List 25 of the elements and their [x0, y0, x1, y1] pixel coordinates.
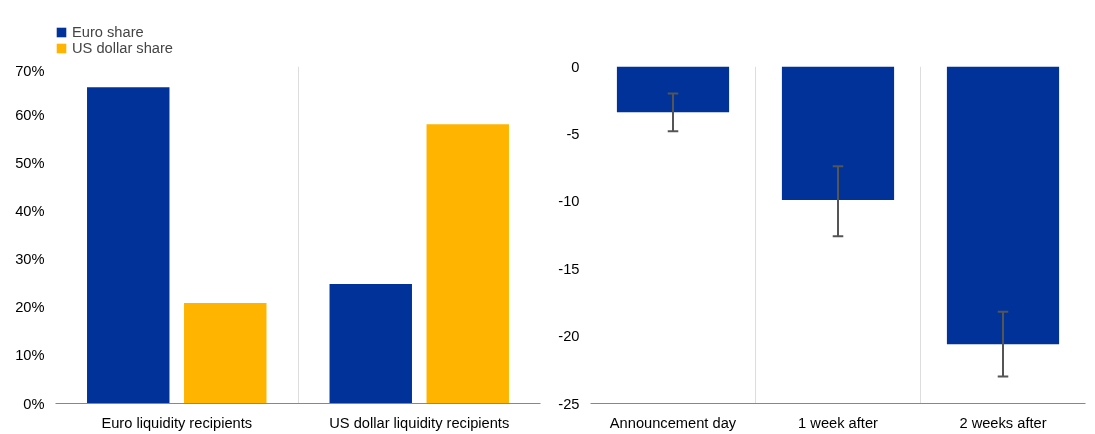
x-tick-label: 2 weeks after — [959, 414, 1047, 431]
y-tick-label: -10 — [558, 193, 580, 210]
y-tick-label: -15 — [558, 260, 580, 277]
x-tick-label: 1 week after — [798, 414, 879, 431]
y-tick-label: -5 — [566, 125, 580, 142]
y-tick-label: 50% — [15, 154, 45, 171]
bar — [87, 87, 170, 404]
y-tick-label: -20 — [558, 328, 580, 345]
y-tick-label: 0% — [23, 395, 45, 412]
y-tick-label: 10% — [15, 347, 45, 364]
x-tick-label: Announcement day — [609, 414, 737, 431]
bar — [426, 124, 509, 404]
y-tick-label: 40% — [15, 202, 45, 219]
y-tick-label: 60% — [15, 106, 45, 123]
y-tick-label: 0 — [571, 58, 580, 75]
legend-label: Euro share — [72, 24, 144, 40]
y-tick-label: 70% — [15, 62, 45, 79]
bar — [184, 302, 267, 404]
x-tick-label: US dollar liquidity recipients — [329, 414, 510, 431]
y-tick-label: -25 — [558, 395, 580, 412]
y-tick-label: 20% — [15, 299, 45, 316]
y-tick-label: 30% — [15, 251, 45, 268]
x-tick-label: Euro liquidity recipients — [101, 414, 253, 431]
legend-label: US dollar share — [72, 40, 174, 56]
bar — [329, 284, 412, 404]
